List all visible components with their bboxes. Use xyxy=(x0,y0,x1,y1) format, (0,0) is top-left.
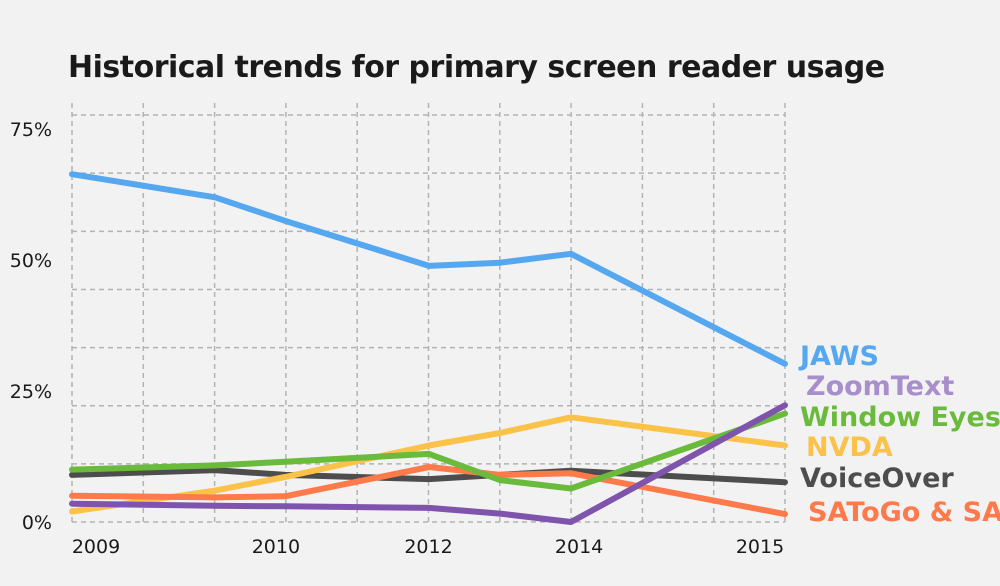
x-tick-label: 2015 xyxy=(736,536,784,558)
legend-label: ZoomText xyxy=(806,371,954,402)
x-tick-label: 2012 xyxy=(404,536,452,558)
x-tick-label: 2010 xyxy=(252,536,300,558)
legend-label: NVDA xyxy=(806,432,893,463)
series-line-satogo-sa xyxy=(69,464,788,518)
chart-title: Historical trends for primary screen rea… xyxy=(68,50,885,85)
x-tick-label: 2014 xyxy=(555,536,603,558)
x-tick-label: 2009 xyxy=(72,536,120,558)
series-line-jaws xyxy=(69,171,788,367)
series-line-voiceover xyxy=(69,467,788,486)
y-tick-label: 0% xyxy=(22,512,52,534)
legend-label: SAToGo & SA xyxy=(808,497,1000,528)
legend-label: Window Eyes xyxy=(800,402,1000,433)
series-line-nvda xyxy=(69,414,788,515)
legend-label: VoiceOver xyxy=(800,463,954,494)
y-tick-label: 50% xyxy=(10,250,52,272)
y-tick-label: 25% xyxy=(10,381,52,403)
series-line-zoomtext xyxy=(69,402,788,525)
y-tick-label: 75% xyxy=(10,119,52,141)
series-line-window-eyes xyxy=(69,410,788,492)
legend-label: JAWS xyxy=(798,341,879,372)
